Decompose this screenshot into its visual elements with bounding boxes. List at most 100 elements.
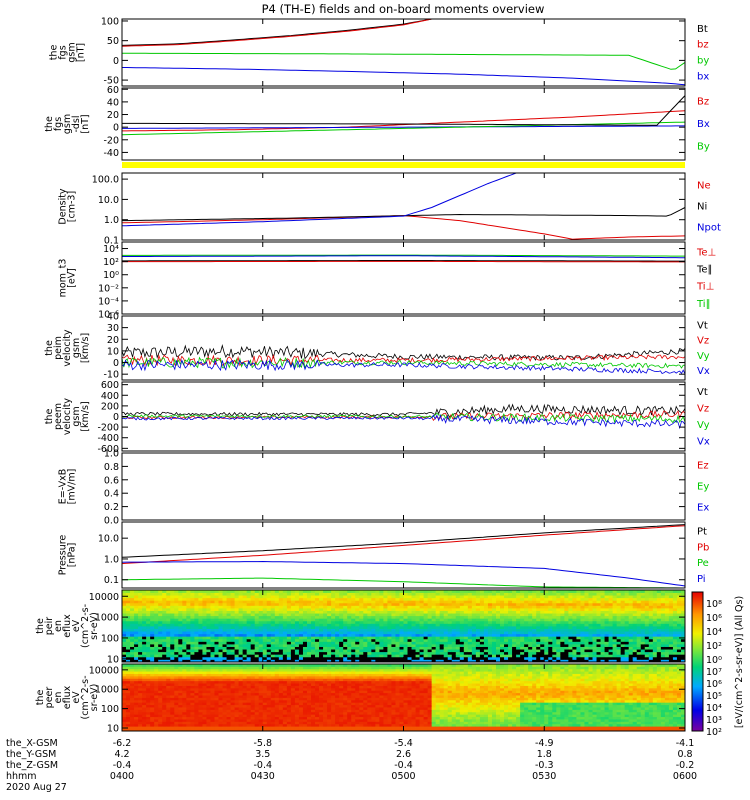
xaxis-tick-thezgsm: -0.4 — [113, 760, 132, 771]
peer-spec-ylabel: peer — [44, 687, 55, 709]
temperature-legend-3: Ti∥ — [696, 299, 711, 310]
fgs-gsm-legend-1: bz — [697, 40, 709, 51]
peem-velocity-legend-1: Vz — [697, 403, 709, 414]
colorbar-tick-ion: 10² — [706, 641, 722, 652]
fgs-dsl-legend-1: Bx — [697, 119, 710, 130]
temperature-ytick-label: 10² — [103, 257, 119, 268]
plot-title: P4 (TH-E) fields and on-board moments ov… — [262, 2, 545, 16]
xaxis-tick-hhmm: 0530 — [532, 771, 556, 782]
efield-ytick-label: 0.0 — [104, 516, 119, 527]
colorbar-tick-electron: 10⁷ — [706, 667, 722, 678]
pressure-ylabel: [nPa] — [67, 543, 78, 568]
pressure-legend-0: Pt — [697, 527, 707, 538]
temperature-series-ti — [122, 254, 685, 257]
xaxis-tick-thezgsm: -0.3 — [535, 760, 554, 771]
fgs-dsl-ylabel: the — [44, 116, 55, 132]
peir-spec-ylabel: en — [53, 620, 64, 632]
density-ylabel: Density — [58, 188, 69, 224]
pressure-series-pi — [121, 560, 686, 587]
fgs-dsl-series-by — [121, 121, 686, 136]
fgs-dsl-ylabel: gsm — [62, 114, 73, 134]
peem-velocity-ytick-label: -200 — [97, 423, 119, 434]
pressure-ytick-label: 10.0 — [98, 534, 119, 545]
fgs-dsl-ytick-label: 40 — [107, 97, 119, 108]
pressure-ytick-label: 0.1 — [104, 575, 119, 586]
xaxis-tick-theygsm: 1.8 — [537, 749, 552, 760]
xaxis-row-label: hhmm — [6, 771, 37, 782]
peem-velocity-ytick-label: 400 — [101, 391, 119, 402]
peir-spec-ylabel: peir — [44, 617, 55, 636]
fgs-dsl-legend-0: Bz — [697, 96, 709, 107]
fgs-gsm-ylabel: the — [49, 45, 60, 61]
pressure-series-pt — [121, 524, 686, 558]
peem-velocity-ylabel: gsm — [71, 406, 82, 426]
xaxis-tick-hhmm: 0400 — [110, 771, 134, 782]
peim-velocity-legend-3: Vx — [697, 366, 710, 377]
fgs-gsm-series-bt — [121, 18, 432, 46]
temperature-ytick-label: 10⁻² — [98, 283, 119, 294]
xaxis-tick-thezgsm: -0.4 — [253, 760, 272, 771]
peim-velocity-ytick-label: -10 — [103, 370, 119, 381]
xaxis-row-label: the_Z-GSM — [6, 760, 58, 771]
temperature-ylabel: mom_t3 — [58, 259, 69, 298]
xaxis-tick-thexgsm: -6.2 — [113, 738, 132, 749]
fgs-gsm-series-bx — [122, 67, 686, 86]
panels: 100500-50thefgsgsm[nT]Btbzbybx6040200-20… — [35, 16, 745, 738]
xaxis-tick-thexgsm: -4.9 — [535, 738, 554, 749]
peem-velocity-legend-2: Vy — [697, 420, 710, 431]
fgs-dsl-series-bx — [122, 125, 685, 129]
fgs-dsl-ylabel: -dsl — [71, 115, 82, 132]
peer-spec-ylabel: en — [53, 692, 64, 704]
temperature-series-te — [122, 260, 685, 262]
peir-spec-ylabel: (cm^2-s- — [80, 604, 91, 648]
colorbar-tick-electron: 10⁵ — [706, 691, 722, 702]
peem-velocity-series-vx — [121, 414, 686, 430]
xaxis-tick-theygsm: 4.2 — [114, 749, 129, 760]
peer-spec-ytick-label: 100 — [101, 704, 119, 715]
peem-velocity-legend-0: Vt — [697, 387, 708, 398]
efield-legend-2: Ex — [697, 502, 709, 513]
pressure-series-pe — [122, 577, 685, 589]
peim-velocity-ytick-label: 20 — [107, 335, 119, 346]
fgs-gsm-ytick-label: 0 — [113, 56, 119, 67]
fgs-gsm-ylabel: gsm — [67, 42, 78, 62]
xaxis-tick-thexgsm: -4.1 — [676, 738, 695, 749]
peer-spec-ytick-label: 10000 — [89, 665, 119, 676]
peer-spec-ytick-label: 10 — [107, 723, 119, 734]
peem-velocity-ytick-label: 600 — [101, 380, 119, 391]
fgs-dsl-ytick-label: 0 — [113, 123, 119, 134]
peim-velocity-ylabel: gsm — [71, 338, 82, 358]
peir-spec-ytick-label: 10 — [107, 654, 119, 665]
fgs-dsl-series-bt — [122, 95, 686, 126]
pressure-legend-3: Pi — [697, 574, 706, 585]
temperature-ytick-label: 10⁻⁴ — [98, 296, 119, 307]
peem-velocity-series-vz — [122, 409, 686, 421]
peem-velocity-ylabel: peem — [53, 403, 64, 430]
temperature-legend-2: Ti⊥ — [696, 282, 714, 293]
pressure-frame — [121, 521, 686, 589]
panel-peer-spec: 10000 1000 100 10 thepeerenefluxeV(cm^2-s-sr… — [35, 663, 686, 734]
efield-ytick-label: 0.2 — [104, 502, 119, 513]
fgs-gsm-legend-3: bx — [697, 72, 709, 83]
efield-ytick-label: 0.4 — [104, 489, 119, 500]
fgs-dsl-ylabel: [nT] — [80, 114, 91, 133]
peem-velocity-ytick-label: 0 — [113, 412, 119, 423]
xaxis-tick-thexgsm: -5.8 — [253, 738, 272, 749]
temperature-legend-0: Te⊥ — [696, 247, 716, 258]
xaxis-row-label: the_X-GSM — [6, 738, 58, 749]
fgs-gsm-legend-0: Bt — [697, 24, 708, 35]
peim-velocity-series-vx — [121, 358, 686, 375]
xaxis-tick-theygsm: 3.5 — [255, 749, 270, 760]
xaxis-tick-theygsm: 2.6 — [396, 749, 411, 760]
density-ytick-label: 100.0 — [92, 175, 119, 186]
xaxis-tick-theygsm: 0.8 — [677, 749, 692, 760]
peem-velocity-series-vt — [121, 403, 686, 417]
fgs-dsl-ytick-label: 60 — [107, 85, 119, 96]
fgs-gsm-ylabel: [nT] — [76, 43, 87, 62]
density-ytick-label: 10.0 — [98, 195, 119, 206]
colorbar-tick-electron: 10⁶ — [706, 679, 722, 690]
peem-velocity-legend-3: Vx — [697, 436, 710, 447]
